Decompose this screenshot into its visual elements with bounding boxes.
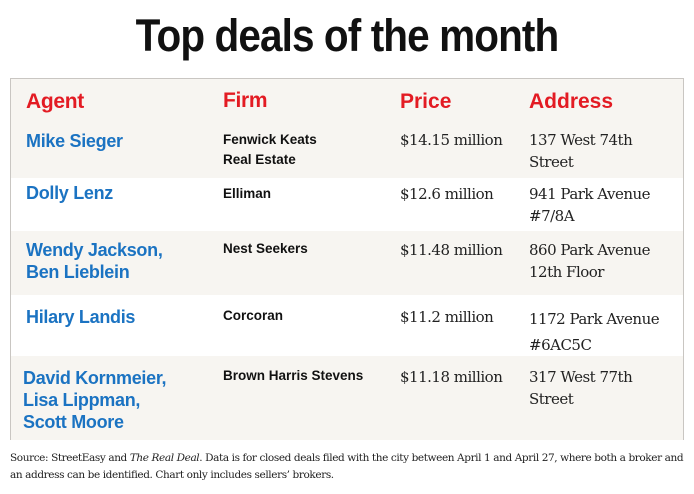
page-title: Top deals of the month (135, 10, 560, 61)
source-publication: The Real Deal (129, 452, 200, 464)
address-cell: 941 Park Avenue #7/8A (529, 185, 651, 225)
table-row: Dolly Lenz Elliman $12.6 million 941 Par… (11, 178, 683, 231)
table-row: Wendy Jackson, Ben Lieblein Nest Seekers… (11, 231, 683, 295)
source-prefix: Source: StreetEasy and (10, 452, 130, 464)
price-cell: $12.6 million (400, 185, 494, 203)
agent-cell: Wendy Jackson, Ben Lieblein (26, 240, 163, 282)
price-cell: $11.48 million (400, 241, 503, 259)
agent-cell: David Kornmeier, Lisa Lippman, Scott Moo… (23, 368, 167, 432)
address-cell: 137 West 74th Street (529, 131, 633, 171)
header-agent: Agent (26, 90, 84, 113)
firm-cell: Elliman (223, 186, 272, 201)
price-cell: $11.18 million (400, 368, 503, 386)
table-row: Mike Sieger Fenwick Keats Real Estate $1… (11, 125, 683, 178)
firm-cell: Fenwick Keats Real Estate (223, 132, 317, 167)
table-row: Hilary Landis Corcoran $11.2 million 117… (11, 295, 683, 356)
source-suffix: . Data is for closed deals filed with th… (10, 452, 684, 481)
agent-cell: Hilary Landis (26, 307, 136, 327)
agent-cell: Mike Sieger (26, 131, 123, 151)
header-price: Price (400, 90, 452, 113)
firm-cell: Corcoran (223, 308, 284, 323)
header-address: Address (529, 90, 614, 113)
deals-table: Agent Firm Price Address Mike Sieger Fen… (10, 78, 684, 440)
address-cell: 317 West 77th Street (529, 368, 633, 408)
table-row: David Kornmeier, Lisa Lippman, Scott Moo… (11, 356, 683, 440)
price-cell: $14.15 million (400, 131, 503, 149)
agent-cell: Dolly Lenz (26, 183, 114, 203)
price-cell: $11.2 million (400, 308, 494, 326)
firm-cell: Nest Seekers (223, 241, 308, 256)
header-firm: Firm (223, 89, 268, 112)
source-note: Source: StreetEasy and The Real Deal. Da… (10, 450, 690, 484)
firm-cell: Brown Harris Stevens (223, 368, 364, 383)
table-header: Agent Firm Price Address (11, 79, 683, 125)
address-cell: 860 Park Avenue 12th Floor (529, 241, 651, 281)
address-cell: 1172 Park Avenue #6AC5C (529, 310, 660, 354)
